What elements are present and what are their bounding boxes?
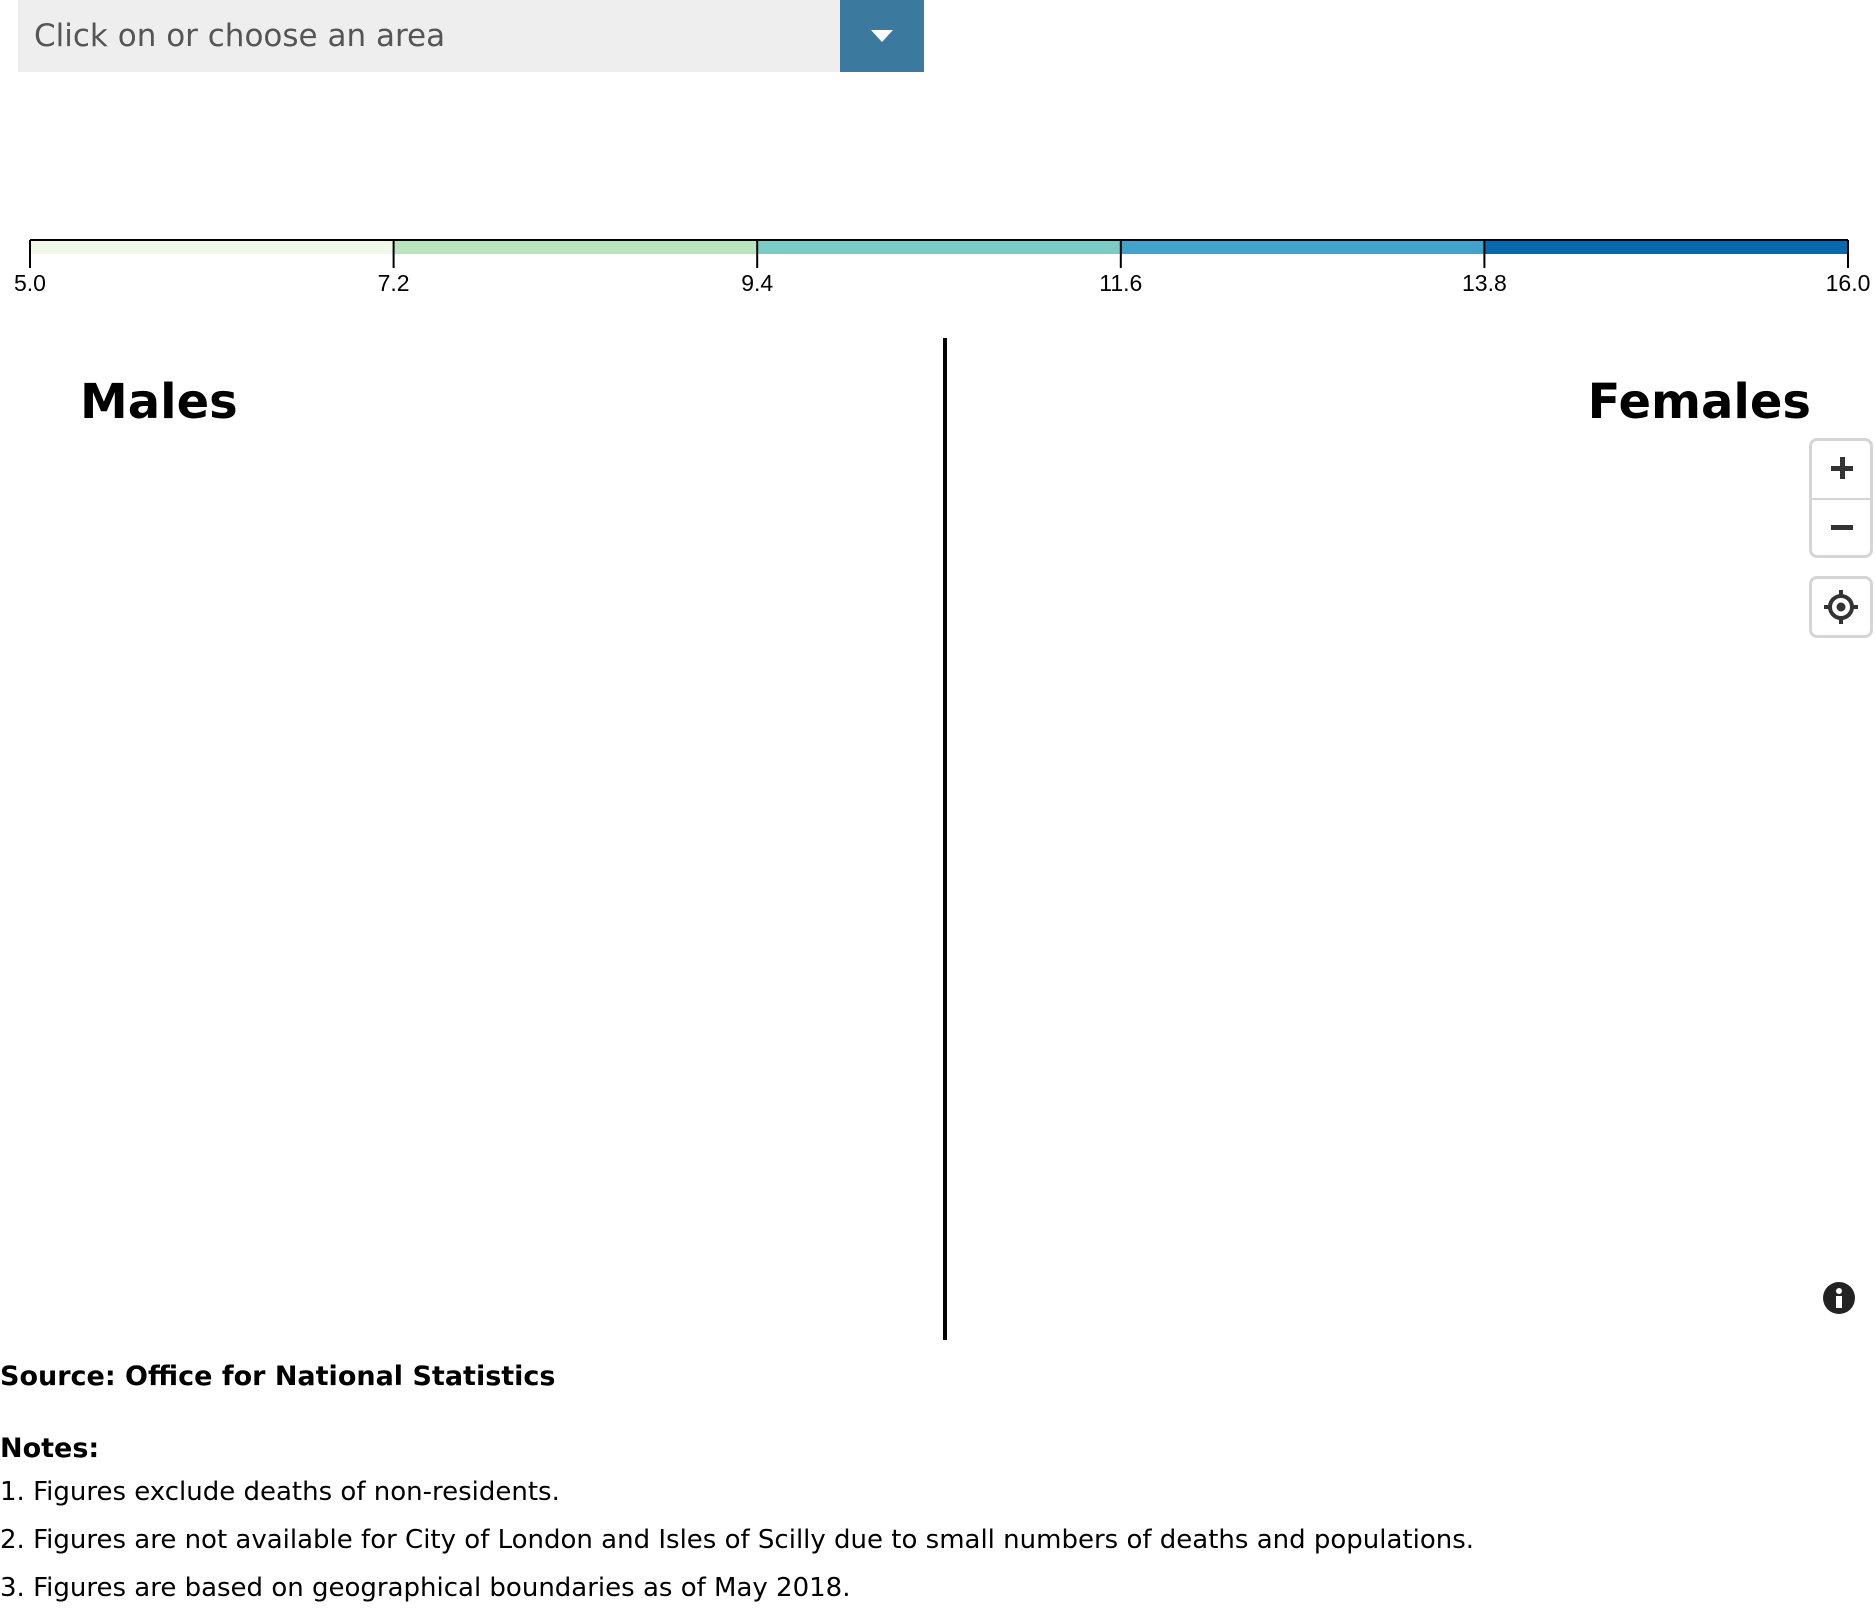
note-item: 1. Figures exclude deaths of non-residen… <box>0 1477 560 1507</box>
legend-tick-label: 13.8 <box>1462 270 1507 296</box>
map-panel[interactable]: Males Females <box>0 338 1875 1340</box>
females-title: Females <box>1587 374 1811 430</box>
legend-tick-label: 16.0 <box>1826 270 1871 296</box>
legend: 5.0 7.2 9.4 11.6 13.8 16.0 <box>0 230 1875 310</box>
plus-icon-vertical <box>1840 457 1845 479</box>
area-select-placeholder: Click on or choose an area <box>34 18 446 54</box>
zoom-out-button[interactable] <box>1812 498 1870 555</box>
notes-heading: Notes: <box>0 1433 100 1464</box>
legend-svg: 5.0 7.2 9.4 11.6 13.8 16.0 <box>14 239 1871 296</box>
info-icon[interactable] <box>1823 1282 1855 1314</box>
note-item: 3. Figures are based on geographical bou… <box>0 1573 851 1603</box>
dropdown-button[interactable] <box>840 0 924 72</box>
area-select[interactable]: Click on or choose an area <box>18 0 924 72</box>
legend-tick-label: 9.4 <box>741 270 773 296</box>
notes: Notes: 1. Figures exclude deaths of non-… <box>0 1433 1875 1621</box>
chevron-down-icon <box>871 30 893 42</box>
legend-tick-label: 5.0 <box>14 270 46 296</box>
legend-swatch <box>1484 240 1848 254</box>
legend-tick-label: 7.2 <box>378 270 410 296</box>
males-title: Males <box>80 374 238 430</box>
legend-swatch <box>30 240 394 254</box>
source-text: Source: Office for National Statistics <box>0 1361 556 1392</box>
locate-button[interactable] <box>1809 576 1873 638</box>
note-item: 2. Figures are not available for City of… <box>0 1525 1475 1555</box>
locate-icon <box>1824 590 1858 624</box>
minus-icon <box>1831 525 1853 530</box>
info-icon-dot <box>1836 1288 1842 1294</box>
legend-swatch <box>1120 240 1485 254</box>
info-icon-stem <box>1836 1296 1842 1308</box>
legend-tick-label: 11.6 <box>1099 270 1142 296</box>
map-divider <box>943 338 947 1340</box>
legend-swatch <box>757 240 1121 254</box>
legend-swatch <box>393 240 758 254</box>
zoom-in-button[interactable] <box>1812 441 1870 498</box>
zoom-controls <box>1809 438 1873 558</box>
